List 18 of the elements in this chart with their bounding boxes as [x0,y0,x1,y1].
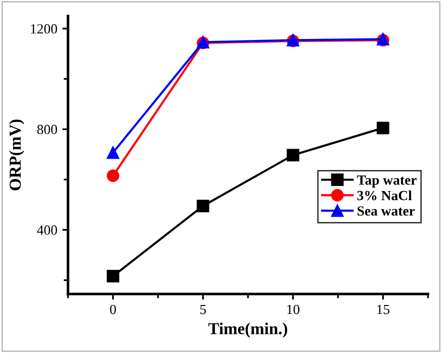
legend-label: Sea water [358,206,415,216]
point [286,148,300,162]
point [106,170,120,182]
point [106,270,120,282]
point [106,146,120,159]
legend-label: Tap water [357,176,417,188]
y-tick-label: 400 [37,225,58,235]
y-tick-label: 800 [37,124,58,134]
y-axis-title: ORP(mV) [9,120,24,190]
y-tick-label: 1200 [31,24,58,34]
legend-label: 3% NaCl [357,190,412,200]
x-tick-label: 10 [287,304,300,314]
x-tick-label: 5 [200,304,206,314]
point [376,122,390,134]
point [196,200,210,212]
x-tick-label: 15 [377,304,390,314]
x-tick-label: 0 [110,304,116,314]
x-axis-title: Time(min.) [208,322,288,338]
